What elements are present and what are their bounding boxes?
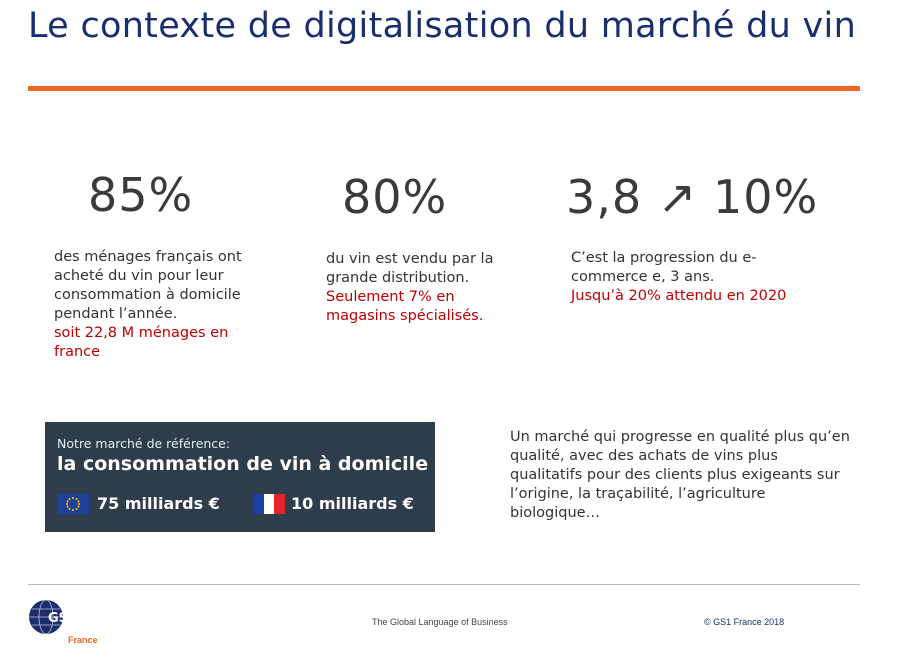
banner-headline: la consommation de vin à domicile (57, 453, 429, 475)
page-title: Le contexte de digitalisation du marché … (28, 6, 857, 46)
market-quality-text: Un marché qui progresse en qualité plus … (510, 429, 850, 521)
banner-subtitle: Notre marché de référence: (57, 436, 231, 451)
gs1-logo-text: GS1 (48, 611, 77, 626)
footer-tagline: The Global Language of Business (372, 617, 508, 627)
stat-description-households: des ménages français ont acheté du vin p… (54, 248, 269, 362)
gs1-france-logo: GS1 France (29, 599, 98, 644)
eu-flag-icon (57, 494, 89, 514)
gs1-logo-subtext: France (68, 635, 98, 644)
footer-copyright: © GS1 France 2018 (704, 617, 785, 627)
stat-description-distribution: du vin est vendu par la grande distribut… (326, 250, 526, 326)
stat-text: des ménages français ont acheté du vin p… (54, 249, 242, 322)
stat-highlight: Jusqu’à 20% attendu en 2020 (571, 288, 787, 304)
stat-value-households: 85% (88, 168, 194, 222)
title-underline (28, 86, 860, 91)
stat-value-ecommerce: 3,8 ↗ 10% (566, 170, 819, 224)
stat-description-ecommerce: C’est la progression du e-commerce e, 3 … (571, 249, 821, 306)
stat-highlight: soit 22,8 M ménages en france (54, 325, 229, 360)
eu-market-amount: 75 milliards € (97, 494, 220, 513)
reference-market-banner: Notre marché de référence: la consommati… (45, 422, 435, 532)
footer-divider (28, 584, 860, 585)
stat-text: C’est la progression du e-commerce e, 3 … (571, 250, 757, 285)
france-flag-icon (253, 494, 285, 514)
stat-highlight: Seulement 7% en magasins spécialisés. (326, 289, 484, 324)
france-market-amount: 10 milliards € (291, 494, 414, 513)
stat-text: du vin est vendu par la grande distribut… (326, 251, 494, 286)
stat-value-distribution: 80% (342, 170, 448, 224)
